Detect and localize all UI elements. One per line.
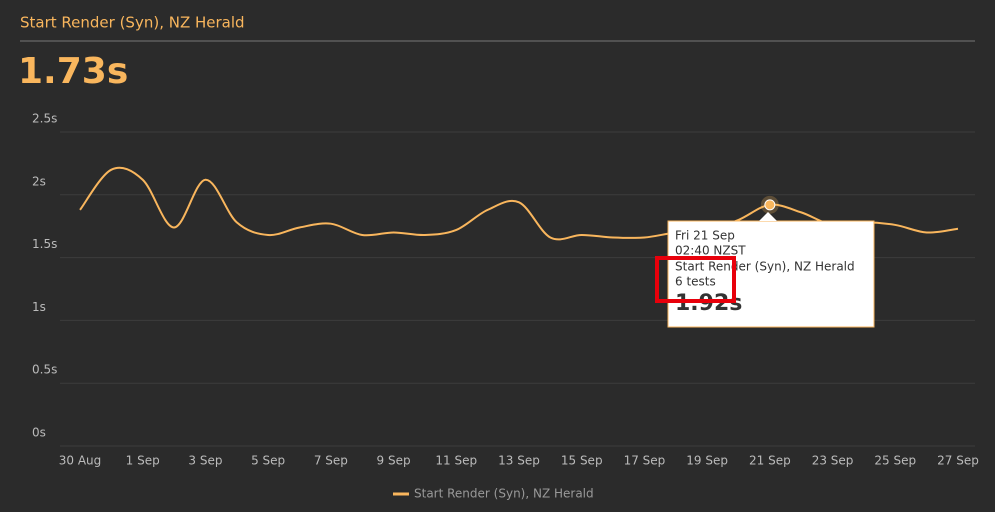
x-tick-label: 27 Sep <box>937 454 979 468</box>
x-tick-label: 3 Sep <box>188 454 222 468</box>
y-tick-label: 1s <box>32 300 46 314</box>
x-tick-label: 25 Sep <box>874 454 916 468</box>
x-tick-label: 13 Sep <box>498 454 540 468</box>
x-tick-label: 21 Sep <box>749 454 791 468</box>
tooltip: Fri 21 Sep 02:40 NZST Start Render (Syn)… <box>655 212 875 328</box>
x-tick-label: 30 Aug <box>59 454 102 468</box>
tooltip-box <box>667 220 875 328</box>
y-tick-label: 0s <box>32 426 46 440</box>
y-tick-label: 1.5s <box>32 237 57 251</box>
x-tick-label: 15 Sep <box>561 454 603 468</box>
x-tick-label: 23 Sep <box>812 454 854 468</box>
y-tick-label: 2.5s <box>32 112 57 126</box>
tooltip-series: Start Render (Syn), NZ Herald <box>675 260 855 274</box>
legend[interactable]: Start Render (Syn), NZ Herald <box>393 487 594 501</box>
x-tick-label: 5 Sep <box>251 454 285 468</box>
series-line <box>79 166 959 241</box>
highlight-box <box>655 256 736 303</box>
x-tick-label: 9 Sep <box>377 454 411 468</box>
tooltip-date: Fri 21 Sep <box>675 229 735 243</box>
y-tick-label: 0.5s <box>32 363 57 377</box>
legend-label[interactable]: Start Render (Syn), NZ Herald <box>414 487 594 501</box>
tooltip-time: 02:40 NZST <box>675 244 746 258</box>
hover-point <box>764 199 776 211</box>
panel-title: Start Render (Syn), NZ Herald <box>20 14 245 32</box>
tooltip-count: 6 tests <box>675 275 716 289</box>
x-tick-label: 19 Sep <box>686 454 728 468</box>
tooltip-arrow <box>759 212 777 221</box>
headline-value: 1.73s <box>18 51 128 92</box>
x-tick-label: 1 Sep <box>126 454 160 468</box>
tooltip-value: 1.92s <box>675 291 742 316</box>
y-tick-label: 2s <box>32 174 46 188</box>
x-tick-label: 17 Sep <box>624 454 666 468</box>
x-tick-label: 11 Sep <box>435 454 477 468</box>
x-tick-label: 7 Sep <box>314 454 348 468</box>
